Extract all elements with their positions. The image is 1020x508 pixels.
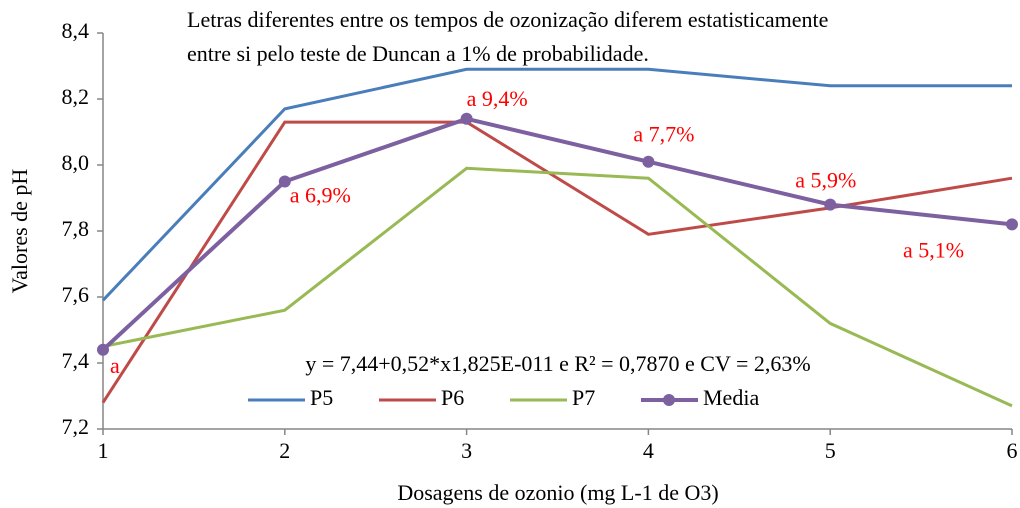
equation: y = 7,44+0,52*x1,825E-011 e R² = 0,7870 … xyxy=(305,351,810,376)
y-axis-title: Valores de pH xyxy=(7,169,32,294)
point-label: a 7,7% xyxy=(633,122,694,147)
x-tick-label: 1 xyxy=(98,438,109,463)
y-tick-label: 7,8 xyxy=(62,216,90,241)
y-tick-label: 7,4 xyxy=(62,348,90,373)
x-tick-label: 4 xyxy=(643,438,654,463)
note-line: Letras diferentes entre os tempos de ozo… xyxy=(187,7,828,32)
legend-label: P6 xyxy=(441,385,464,410)
point-label: a xyxy=(110,353,120,378)
point-marker xyxy=(824,198,837,211)
x-tick-label: 3 xyxy=(461,438,472,463)
x-axis-title: Dosagens de ozonio (mg L-1 de O3) xyxy=(397,480,718,505)
y-tick-label: 8,0 xyxy=(62,150,90,175)
point-marker xyxy=(278,175,291,188)
legend-label: Media xyxy=(703,385,759,410)
series-line xyxy=(101,116,1013,352)
legend-marker xyxy=(663,394,675,406)
x-tick-label: 6 xyxy=(1007,438,1018,463)
series-line xyxy=(101,67,1012,302)
point-marker xyxy=(97,343,109,356)
note-line: entre si pelo teste de Duncan a 1% de pr… xyxy=(187,41,649,66)
series-line xyxy=(101,120,1013,404)
point-label: a 5,9% xyxy=(795,168,856,193)
legend-label: P5 xyxy=(310,385,333,410)
point-marker xyxy=(460,112,473,125)
point-label: a 6,9% xyxy=(290,183,351,208)
y-tick-label: 7,6 xyxy=(62,282,90,307)
y-tick-label: 8,4 xyxy=(62,18,90,43)
y-tick-label: 7,2 xyxy=(62,414,90,439)
legend-label: P7 xyxy=(572,385,595,410)
x-tick-label: 2 xyxy=(279,438,290,463)
point-label: a 9,4% xyxy=(467,86,528,111)
point-marker xyxy=(642,155,655,168)
point-label: a 5,1% xyxy=(903,237,964,262)
x-tick-label: 5 xyxy=(825,438,836,463)
y-tick-label: 8,2 xyxy=(62,84,90,109)
point-marker xyxy=(1006,218,1018,231)
series-line xyxy=(102,166,1013,408)
